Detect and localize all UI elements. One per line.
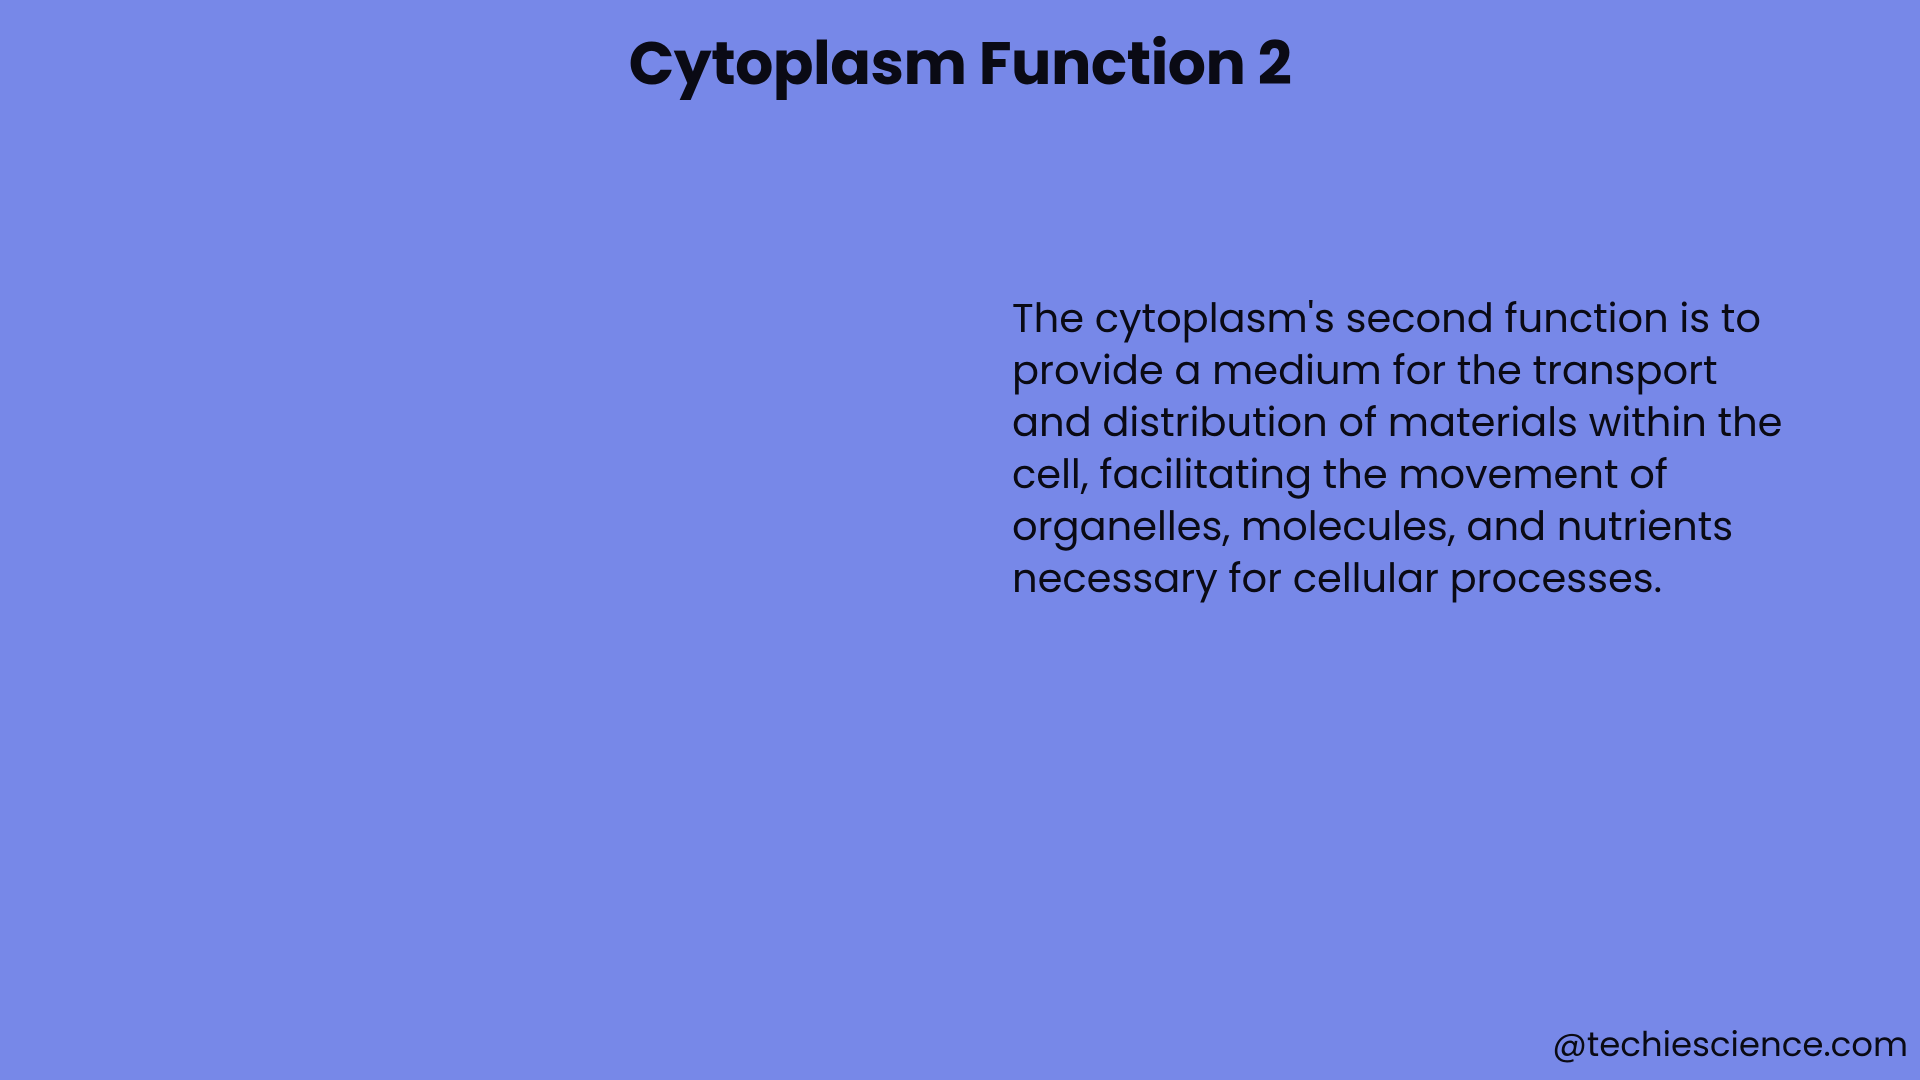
body-paragraph: The cytoplasm's second function is to pr… [1012, 292, 1792, 604]
attribution-text: @techiescience.com [1552, 1019, 1908, 1070]
page-title: Cytoplasm Function 2 [629, 18, 1292, 108]
